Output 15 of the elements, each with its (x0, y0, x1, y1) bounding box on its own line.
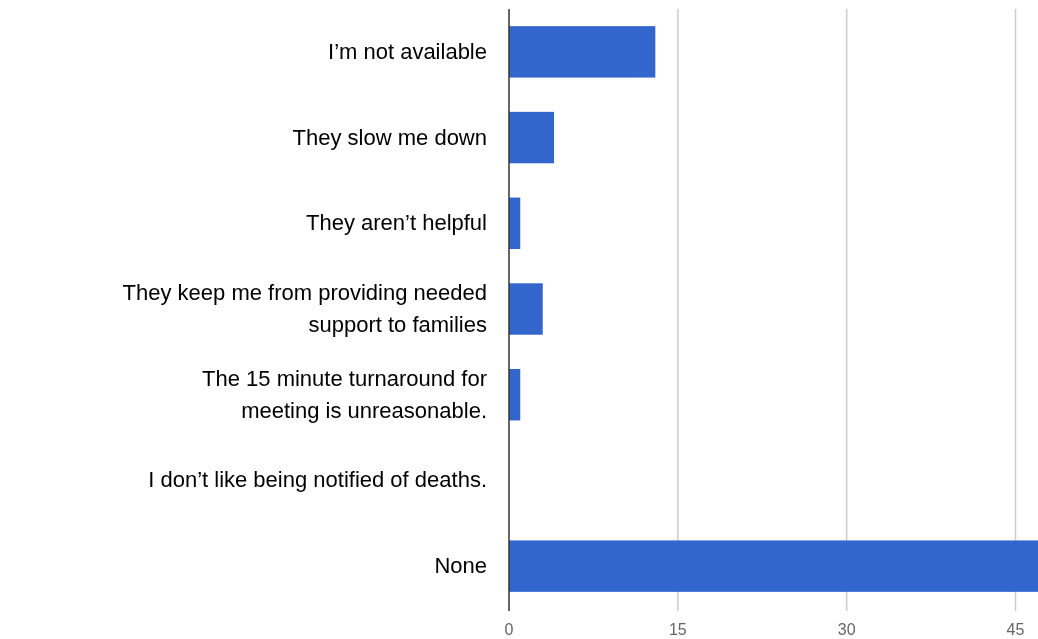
bar (509, 540, 1038, 592)
bar (509, 111, 555, 164)
y-tick-label: They keep me from providing needed support to families (122, 280, 487, 337)
y-tick-label: I’m not available (328, 38, 487, 64)
x-tick-label: 0 (504, 621, 514, 638)
x-tick-label: 45 (1006, 621, 1025, 638)
y-tick-label: None (434, 553, 487, 579)
y-tick-label: The 15 minute turnaround for meeting is unreasonable. (202, 365, 487, 423)
y-tick-label: I don’t like being notified of deaths. (148, 467, 487, 493)
x-tick-label: 15 (668, 621, 687, 638)
y-tick-label: They slow me down (292, 124, 487, 150)
bar (509, 26, 656, 78)
x-tick-label: 30 (837, 621, 856, 638)
bar (509, 283, 543, 335)
y-tick-label: They aren’t helpful (306, 210, 487, 236)
